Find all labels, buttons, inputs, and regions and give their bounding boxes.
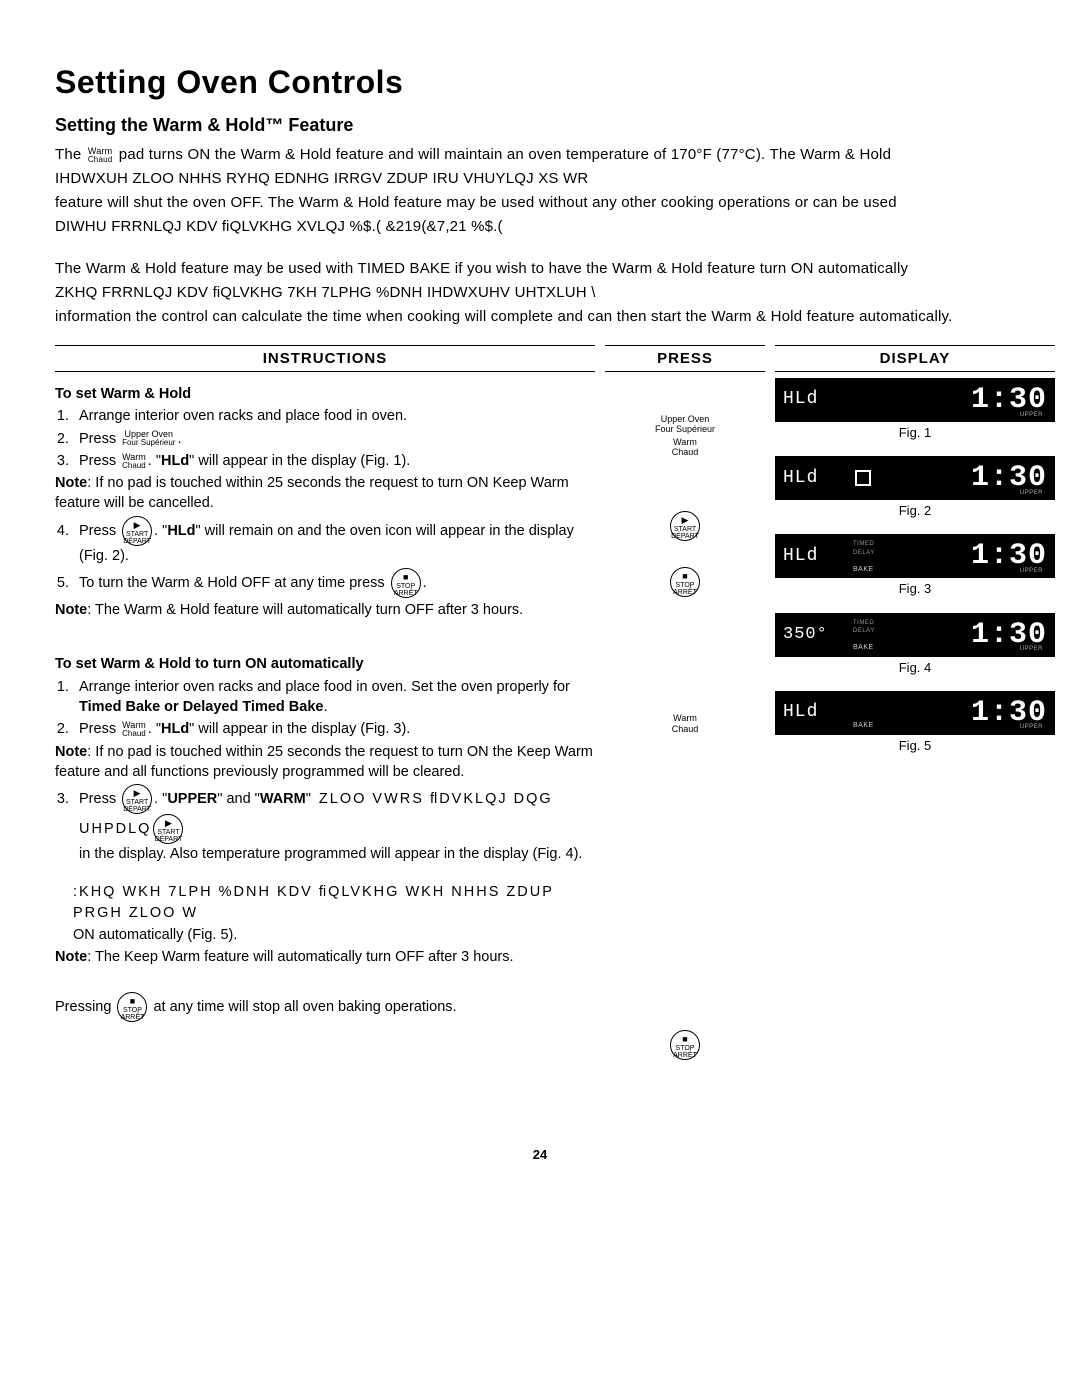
- start-icon: STARTDÉPART: [670, 511, 700, 541]
- sec1-step5: To turn the Warm & Hold OFF at any time …: [73, 568, 595, 598]
- intro-p2a: The Warm & Hold feature may be used with…: [55, 258, 1025, 279]
- sec2-step3: Press STARTDÉPART . "UPPER" and "WARM" Z…: [73, 784, 595, 864]
- intro-l3: feature will shut the oven OFF. The Warm…: [55, 192, 1025, 213]
- sec1-step1: Arrange interior oven racks and place fo…: [73, 406, 595, 426]
- press-item-start: STARTDÉPART: [605, 511, 765, 541]
- sec1-step4: Press STARTDÉPART . "HLd" will remain on…: [73, 516, 595, 566]
- sec1-step2: Press Upper Oven Four Supérieur .: [73, 429, 595, 449]
- sec2-head: To set Warm & Hold to turn ON automatica…: [55, 654, 595, 674]
- sec1-note2: Note: The Warm & Hold feature will autom…: [55, 600, 595, 620]
- warm-pad-label: Warm Chaud: [86, 147, 115, 164]
- intro-garbled-1: IHDWXUH ZLOO NHHS RYHQ EDNHG IRRGV ZDUP …: [55, 168, 1025, 189]
- fig4-caption: Fig. 4: [775, 659, 1055, 677]
- display-fig2: HLd 1:30 UPPER: [775, 456, 1055, 500]
- press-item-stop-2: STOPARRÊT: [605, 1030, 765, 1060]
- fig5-caption: Fig. 5: [775, 737, 1055, 755]
- sec2-note2: Note: The Keep Warm feature will automat…: [55, 947, 595, 967]
- stop-button-icon: STOPARRÊT: [391, 568, 421, 598]
- header-instructions: INSTRUCTIONS: [55, 345, 595, 372]
- sec2-step4b: ON automatically (Fig. 5).: [73, 925, 595, 945]
- header-display: DISPLAY: [775, 345, 1055, 372]
- sec1-head: To set Warm & Hold: [55, 384, 595, 404]
- display-column: HLd 1:30 UPPER Fig. 1 HLd 1:30 UPPER Fig…: [775, 372, 1055, 1086]
- sec2-step2: Press Warm Chaud . "HLd" will appear in …: [73, 719, 595, 739]
- fig2-caption: Fig. 2: [775, 502, 1055, 520]
- display-fig5: HLd BAKE 1:30 UPPER: [775, 691, 1055, 735]
- display-fig3: HLd TIMEDDELAY BAKE 1:30 UPPER: [775, 534, 1055, 578]
- sec2-garbled-4: :KHQ WKH 7LPH %DNH KDV ﬁQLVKHG WKH NHHS …: [73, 882, 595, 923]
- display-fig1: HLd 1:30 UPPER: [775, 378, 1055, 422]
- oven-icon: [855, 470, 871, 486]
- fig3-caption: Fig. 3: [775, 580, 1055, 598]
- sec2-step1: Arrange interior oven racks and place fo…: [73, 677, 595, 718]
- intro-p2c: information the control can calculate th…: [55, 306, 1025, 327]
- upper-oven-pad: Upper Oven Four Supérieur: [120, 430, 177, 447]
- page-title: Setting Oven Controls: [55, 60, 1025, 105]
- fig1-caption: Fig. 1: [775, 424, 1055, 442]
- stop-button-icon-2: STOPARRÊT: [117, 992, 147, 1022]
- header-press: PRESS: [605, 345, 765, 372]
- intro-l1b: pad turns ON the Warm & Hold feature and…: [119, 146, 891, 163]
- press-item-1: Upper Oven Four Supérieur Warm Chaud: [605, 414, 765, 457]
- press-column: Upper Oven Four Supérieur Warm Chaud STA…: [605, 372, 765, 1086]
- sec2-last: Pressing STOPARRÊT at any time will stop…: [55, 992, 595, 1022]
- display-fig4: 350° TIMEDDELAY BAKE 1:30 UPPER: [775, 613, 1055, 657]
- sec2-note1: Note: If no pad is touched within 25 sec…: [55, 742, 595, 783]
- intro-garbled-2: DIWHU FRRNLQJ KDV ﬁQLVKHG XVLQJ %$.( &21…: [55, 216, 1025, 237]
- section-subtitle: Setting the Warm & Hold™ Feature: [55, 113, 1025, 138]
- press-item-stop: STOPARRÊT: [605, 567, 765, 597]
- start-button-icon-2: STARTDÉPART: [122, 784, 152, 814]
- start-button-icon-3: STARTDÉPART: [153, 814, 183, 844]
- intro-l1a: The: [55, 146, 86, 163]
- warm-pad: Warm Chaud: [120, 453, 148, 470]
- sec1-step3: Press Warm Chaud . "HLd" will appear in …: [73, 451, 595, 471]
- warm-pad-2: Warm Chaud: [120, 721, 148, 738]
- instructions-column: To set Warm & Hold Arrange interior oven…: [55, 372, 595, 1086]
- start-button-icon: STARTDÉPART: [122, 516, 152, 546]
- sec1-note1: Note: If no pad is touched within 25 sec…: [55, 473, 595, 514]
- intro-garbled-3: ZKHQ FRRNLQJ KDV ﬁQLVKHG 7KH 7LPHG %DNH …: [55, 282, 1025, 303]
- stop-icon-2: STOPARRÊT: [670, 1030, 700, 1060]
- stop-icon: STOPARRÊT: [670, 567, 700, 597]
- page-number: 24: [55, 1146, 1025, 1164]
- intro-block: The Warm Chaud pad turns ON the Warm & H…: [55, 144, 1025, 327]
- press-item-3: Warm Chaud: [605, 713, 765, 734]
